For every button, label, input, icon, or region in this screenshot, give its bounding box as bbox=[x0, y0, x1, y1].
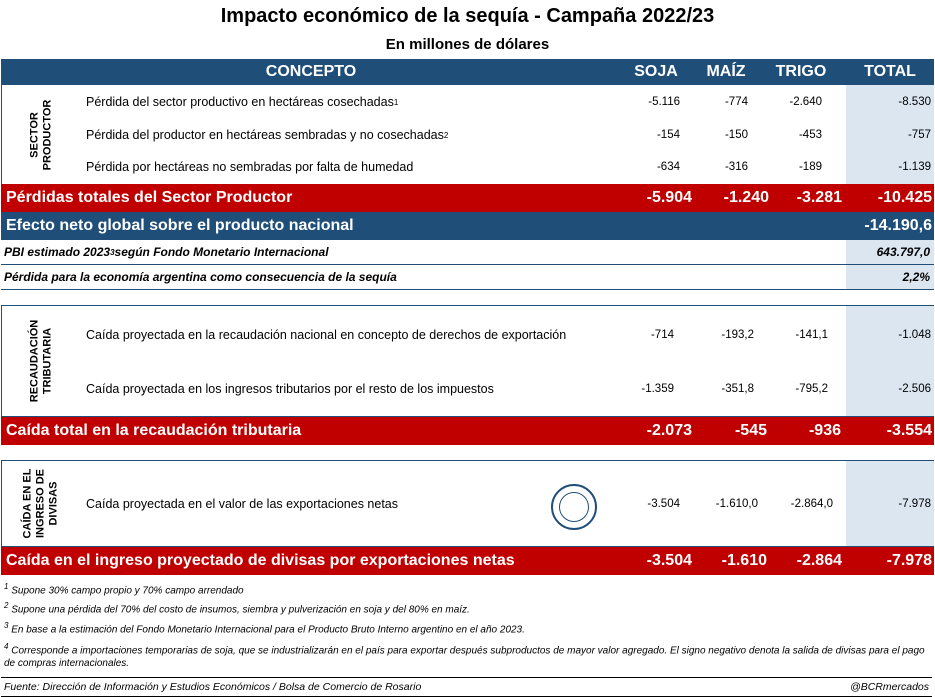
cell-trigo: -2.864,0 bbox=[790, 498, 833, 510]
table-header: CONCEPTO SOJA MAÍZ TRIGO TOTAL bbox=[1, 59, 934, 85]
total-total: -10.425 bbox=[877, 189, 932, 206]
cell-soja: -714 bbox=[650, 329, 674, 341]
cell-maiz: -1.610,0 bbox=[715, 498, 758, 510]
efecto-neto-label: Efecto neto global sobre el producto nac… bbox=[6, 217, 354, 234]
efecto-neto-row: Efecto neto global sobre el producto nac… bbox=[1, 212, 934, 240]
cell-soja: -154 bbox=[656, 129, 680, 141]
cell-total: -1.139 bbox=[898, 161, 931, 173]
cell-trigo: -2.640 bbox=[789, 96, 822, 108]
table-row: Pérdida por hectáreas no sembradas por f… bbox=[86, 160, 414, 174]
total-trigo: -936 bbox=[808, 422, 841, 439]
cell-maiz: -193,2 bbox=[721, 329, 754, 341]
total-label: Pérdidas totales del Sector Productor bbox=[6, 189, 293, 206]
total-column-bg bbox=[846, 85, 934, 184]
bolsa-de-comercio-seal-icon bbox=[551, 484, 597, 530]
recaudacion-block: RECAUDACIÓN TRIBUTARIA Caída proyectada e… bbox=[1, 305, 934, 417]
footnote: 3 En base a la estimación del Fondo Mone… bbox=[4, 621, 525, 636]
header-maiz: MAÍZ bbox=[706, 63, 746, 80]
divisas-label: CAÍDA EN EL INGRESO DE DIVISAS bbox=[21, 468, 60, 539]
cell-maiz: -150 bbox=[724, 129, 748, 141]
total-total: -3.554 bbox=[886, 422, 932, 439]
cell-total: -7.978 bbox=[898, 498, 931, 510]
total-column-bg bbox=[846, 461, 934, 546]
header-total: TOTAL bbox=[864, 63, 916, 80]
sector-productor-block: SECTOR PRODUCTOR Pérdida del sector produ… bbox=[1, 85, 934, 185]
total-maiz: -545 bbox=[734, 422, 767, 439]
cell-soja: -1.359 bbox=[641, 383, 674, 395]
table-row: Pérdida del sector productivo en hectáre… bbox=[86, 95, 399, 109]
total-total: -7.978 bbox=[886, 552, 932, 569]
table-row: Caída proyectada en los ingresos tributa… bbox=[86, 382, 494, 396]
footnote: 1 Supone 30% campo propio y 70% campo ar… bbox=[4, 582, 244, 597]
table-row: Caída proyectada en la recaudación nacio… bbox=[86, 328, 567, 342]
page-title: Impacto económico de la sequía - Campaña… bbox=[220, 5, 715, 27]
recaudacion-label: RECAUDACIÓN TRIBUTARIA bbox=[28, 319, 53, 403]
total-column-bg bbox=[846, 265, 934, 289]
cell-maiz: -351,8 bbox=[721, 383, 754, 395]
recaudacion-total-row: Caída total en la recaudación tributaria… bbox=[1, 417, 934, 445]
footnote: 4 Corresponde a importaciones temporaria… bbox=[4, 642, 925, 670]
total-soja: -3.504 bbox=[646, 552, 692, 569]
cell-total: -8.530 bbox=[898, 96, 931, 108]
perdida-economia-row: Pérdida para la economía argentina como … bbox=[1, 265, 934, 290]
header-trigo: TRIGO bbox=[775, 63, 827, 80]
table-row: Pérdida del productor en hectáreas sembr… bbox=[86, 128, 449, 142]
cell-total: -757 bbox=[907, 129, 931, 141]
total-trigo: -2.864 bbox=[796, 552, 842, 569]
table-row: Caída proyectada en el valor de las expo… bbox=[86, 497, 398, 511]
perdida-economia-total: 2,2% bbox=[902, 270, 930, 284]
cell-trigo: -141,1 bbox=[795, 329, 828, 341]
total-trigo: -3.281 bbox=[796, 189, 842, 206]
efecto-neto-total: -14.190,6 bbox=[864, 217, 932, 234]
source-line: Fuente: Dirección de Información y Estud… bbox=[1, 677, 932, 697]
cell-soja: -3.504 bbox=[647, 498, 680, 510]
social-handle: @BCRmercados bbox=[850, 681, 929, 693]
pbi-row: PBI estimado 2023 3 según Fondo Monetario… bbox=[1, 240, 934, 265]
cell-soja: -634 bbox=[656, 161, 680, 173]
cell-maiz: -774 bbox=[724, 96, 748, 108]
perdida-economia-label: Pérdida para la economía argentina como … bbox=[4, 270, 397, 284]
total-label: Caída en el ingreso proyectado de divisa… bbox=[6, 552, 515, 569]
total-column-bg bbox=[846, 306, 934, 416]
sector-productor-total-row: Pérdidas totales del Sector Productor -5… bbox=[1, 184, 934, 212]
total-label: Caída total en la recaudación tributaria bbox=[6, 422, 302, 439]
footnote: 2 Supone una pérdida del 70% del costo d… bbox=[4, 601, 470, 616]
cell-trigo: -189 bbox=[798, 161, 822, 173]
cell-trigo: -453 bbox=[798, 129, 822, 141]
cell-trigo: -795,2 bbox=[795, 383, 828, 395]
total-maiz: -1.240 bbox=[723, 189, 769, 206]
total-soja: -5.904 bbox=[646, 189, 692, 206]
divisas-block: CAÍDA EN EL INGRESO DE DIVISAS Caída proye… bbox=[1, 460, 934, 547]
total-column-bg bbox=[846, 240, 934, 264]
cell-maiz: -316 bbox=[724, 161, 748, 173]
cell-soja: -5.116 bbox=[648, 96, 680, 108]
cell-total: -1.048 bbox=[898, 329, 931, 341]
source-text: Fuente: Dirección de Información y Estud… bbox=[4, 681, 422, 693]
header-concepto: CONCEPTO bbox=[265, 63, 357, 80]
sector-productor-label: SECTOR PRODUCTOR bbox=[27, 99, 53, 170]
total-maiz: -1.610 bbox=[721, 552, 767, 569]
page-subtitle: En millones de dólares bbox=[385, 36, 550, 53]
total-soja: -2.073 bbox=[646, 422, 692, 439]
header-soja: SOJA bbox=[634, 63, 678, 80]
divisas-total-row: Caída en el ingreso proyectado de divisa… bbox=[1, 547, 934, 575]
pbi-label: PBI estimado 2023 3 según Fondo Monetario… bbox=[4, 245, 329, 259]
pbi-total: 643.797,0 bbox=[876, 245, 930, 259]
cell-total: -2.506 bbox=[898, 383, 931, 395]
